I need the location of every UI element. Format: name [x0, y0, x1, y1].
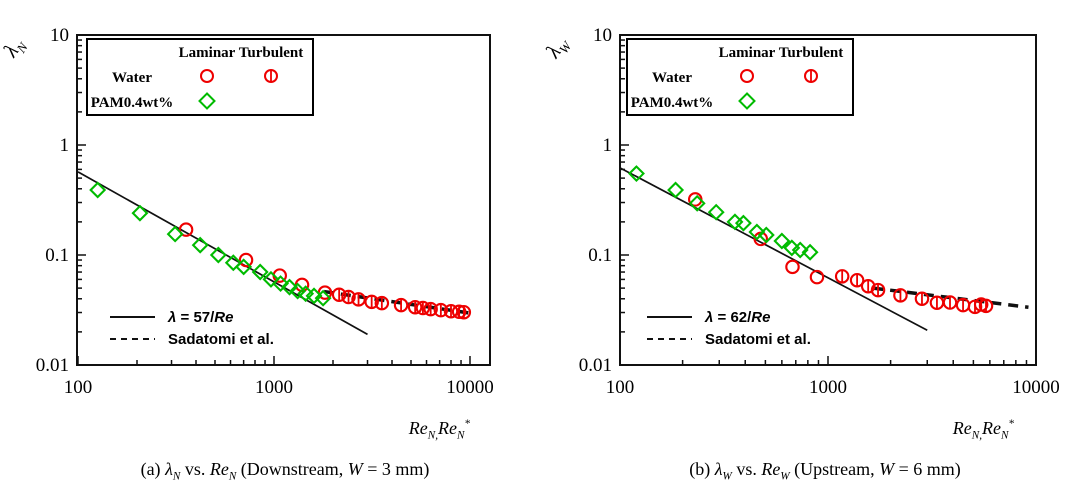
- y-tick-label: 0.1: [45, 245, 69, 266]
- panel-a: 100 1000 10000 10 1 0.1 0.01: [36, 25, 494, 398]
- series-water-turbulent: [834, 269, 994, 315]
- axis-ticks: [619, 34, 1037, 366]
- y-tick-label: 1: [60, 135, 70, 156]
- water-laminar-circle-icon: [737, 66, 757, 91]
- y-tick-label: 10: [50, 25, 69, 46]
- legend-header-laminar: Laminar: [718, 45, 776, 61]
- line-legend-b: λ = 62/Re Sadatomi et al.: [647, 306, 897, 350]
- legend-label-water: Water: [112, 70, 152, 86]
- legend-header-laminar: Laminar: [178, 45, 236, 61]
- sadatomi-dashed-line: [873, 286, 1029, 309]
- x-tick-label: 1000: [255, 377, 293, 398]
- line-legend-row: λ = 62/Re: [647, 306, 897, 328]
- line-legend-row: λ = 57/Re: [110, 306, 360, 328]
- pam-laminar-diamond-icon: [737, 91, 757, 116]
- legend-label-pam: PAM0.4wt%: [90, 95, 174, 111]
- x-axis-label-a: ReN,ReN*: [408, 418, 470, 442]
- legend-label-water: Water: [652, 70, 692, 86]
- legend-header-turbulent: Turbulent: [238, 45, 304, 61]
- water-turbulent-circle-bar-icon: [801, 66, 821, 91]
- series-water-turbulent: [331, 287, 472, 320]
- laminar-solid-line: [619, 167, 928, 331]
- line-legend-row: Sadatomi et al.: [110, 328, 360, 350]
- water-turbulent-circle-bar-icon: [261, 66, 281, 91]
- dashed-line-sample: [647, 337, 692, 341]
- solid-line-sample: [110, 316, 155, 318]
- caption-a: (a) λN vs. ReN (Downstream, W = 3 mm): [140, 459, 430, 483]
- solid-line-sample: [647, 316, 692, 318]
- series-pam0-4wt-laminar: [627, 165, 819, 261]
- x-tick-label: 10000: [446, 377, 494, 398]
- y-tick-label: 0.1: [588, 245, 612, 266]
- water-laminar-circle-icon: [197, 66, 217, 91]
- caption-b: (b) λW vs. ReW (Upstream, W = 6 mm): [689, 459, 961, 483]
- axis-tick-labels: 100 1000 10000 10 1 0.1 0.01: [36, 25, 494, 398]
- dashed-line-sample: [110, 337, 155, 341]
- y-tick-label: 1: [603, 135, 613, 156]
- x-tick-label: 10000: [1012, 377, 1060, 398]
- pam-laminar-diamond-icon: [197, 91, 217, 116]
- line-legend-a: λ = 57/Re Sadatomi et al.: [110, 306, 360, 350]
- equation-label: λ = 57/Re: [168, 308, 234, 326]
- x-tick-label: 100: [606, 377, 635, 398]
- equation-label: λ = 62/Re: [705, 308, 771, 326]
- reference-label: Sadatomi et al.: [168, 330, 274, 348]
- plot-frame: [76, 34, 491, 366]
- series-water-laminar: [178, 222, 333, 300]
- panel-b: 100 1000 10000 10 1 0.1 0.01: [579, 25, 1060, 398]
- axis-ticks: [77, 34, 471, 366]
- y-tick-label: 0.01: [579, 355, 612, 376]
- axis-tick-labels: 100 1000 10000 10 1 0.1 0.01: [579, 25, 1060, 398]
- legend-box-a: Laminar Turbulent Water PAM0.4wt%: [86, 38, 314, 116]
- y-tick-label: 0.01: [36, 355, 69, 376]
- series-pam0-4wt-laminar: [89, 181, 332, 307]
- x-tick-label: 1000: [809, 377, 847, 398]
- line-legend-row: Sadatomi et al.: [647, 328, 897, 350]
- y-tick-label: 10: [593, 25, 612, 46]
- legend-label-pam: PAM0.4wt%: [630, 95, 714, 111]
- x-axis-label-b: ReN,ReN*: [952, 418, 1014, 442]
- x-tick-label: 100: [64, 377, 93, 398]
- legend-header-turbulent: Turbulent: [778, 45, 844, 61]
- reference-label: Sadatomi et al.: [705, 330, 811, 348]
- legend-box-b: Laminar Turbulent Water PAM0.4wt%: [626, 38, 854, 116]
